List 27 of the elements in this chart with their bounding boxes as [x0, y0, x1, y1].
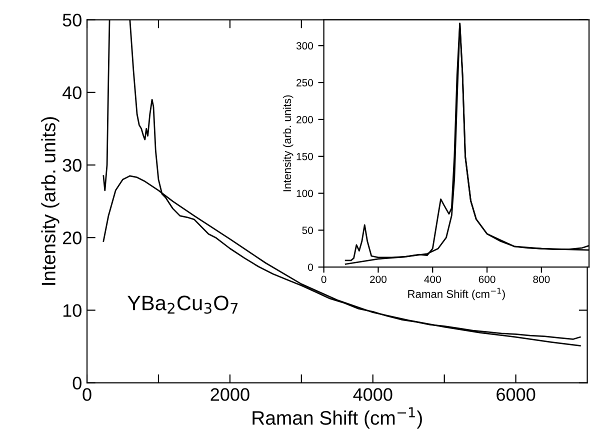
y-tick-label: 10 [63, 304, 82, 317]
y-tick-label: 40 [62, 86, 82, 100]
x-tick-label: 2000 [210, 388, 250, 401]
y-tick-label: 0 [72, 376, 82, 390]
x-tick-label: 0 [82, 388, 92, 401]
x-axis-title: Raman Shift (cm$^{−1}$) [252, 407, 422, 429]
y-tick-label: 250 [296, 79, 313, 86]
y-tick-label: 150 [296, 152, 313, 160]
y-tick-label: 100 [296, 190, 313, 198]
x-tick-label: 400 [424, 276, 441, 284]
y-tick-label: 50 [302, 226, 313, 234]
annotation: YBa$_{2}$Cu$_{3}$O$_{7}$ [128, 296, 238, 314]
y-tick-label: 20 [62, 232, 82, 244]
x-axis-title: Raman Shift (cm$^{−1}$) [408, 288, 505, 300]
y-tick-label: 300 [296, 42, 313, 50]
x-tick-label: 600 [478, 276, 496, 284]
y-tick-label: 200 [296, 116, 313, 124]
x-tick-label: 6000 [496, 388, 536, 401]
x-tick-label: 4000 [353, 388, 392, 401]
y-axis-title: Intensity (arb. units) [282, 95, 294, 192]
y-axis-title: Intensity (arb. units) [41, 117, 60, 285]
x-tick-label: 0 [321, 276, 326, 284]
y-tick-label: 30 [62, 158, 82, 172]
y-tick-label: 50 [62, 14, 82, 27]
x-tick-label: 200 [370, 276, 387, 284]
x-tick-label: 800 [533, 276, 550, 284]
y-tick-label: 0 [308, 264, 313, 271]
